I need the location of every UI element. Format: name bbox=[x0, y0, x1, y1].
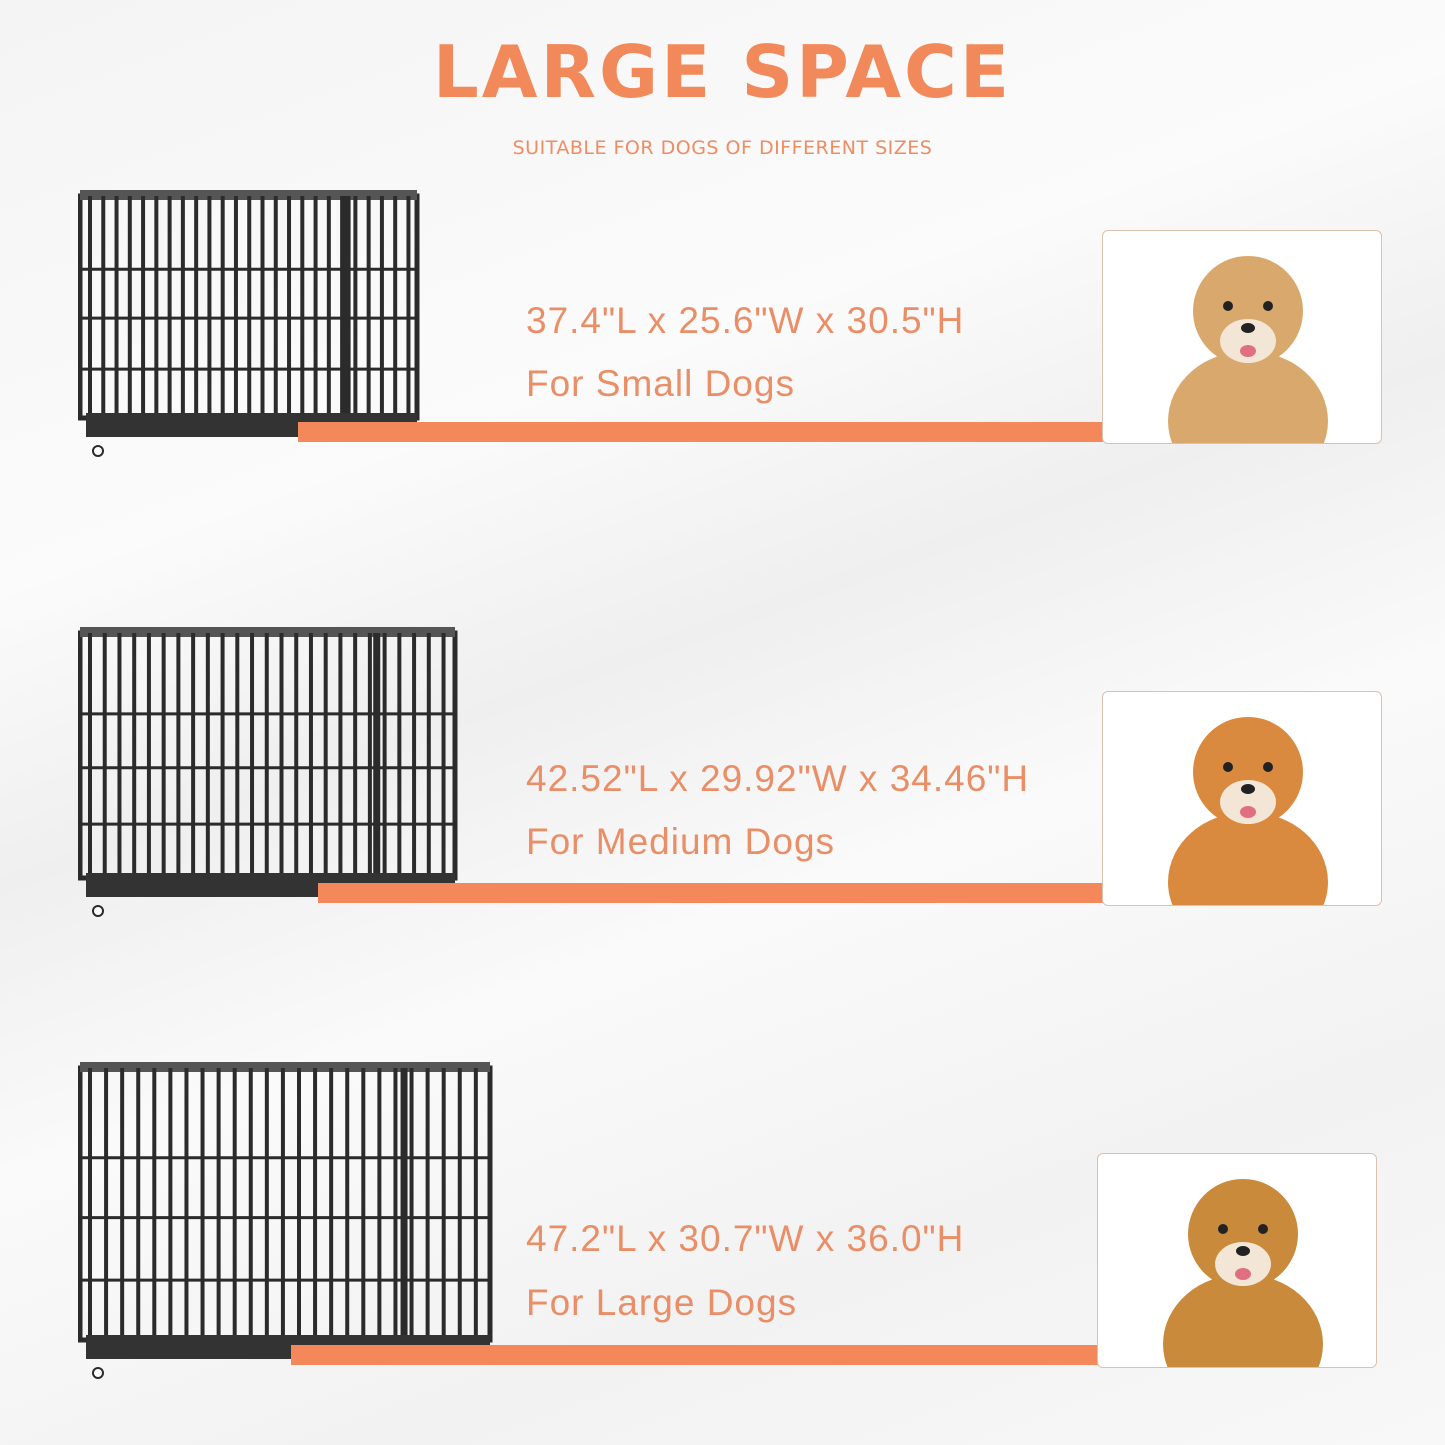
dimensions-medium: 42.52"L x 29.92"W x 34.46"H bbox=[526, 758, 1030, 799]
page-title: LARGE SPACE bbox=[432, 30, 1013, 114]
label-medium: For Medium Dogs bbox=[526, 821, 836, 862]
dog-photo-medium bbox=[1102, 691, 1382, 906]
accent-bar bbox=[291, 1345, 1098, 1365]
dimensions-large: 47.2"L x 30.7"W x 36.0"H bbox=[526, 1218, 965, 1259]
page-subtitle: SUITABLE FOR DOGS OF DIFFERENT SIZES bbox=[512, 137, 933, 159]
cage-medium-image bbox=[78, 627, 458, 917]
label-large: For Large Dogs bbox=[526, 1282, 798, 1323]
dimensions-small: 37.4"L x 25.6"W x 30.5"H bbox=[526, 300, 965, 341]
dog-photo-large bbox=[1097, 1153, 1377, 1368]
cage-large-image bbox=[78, 1062, 493, 1379]
label-small: For Small Dogs bbox=[526, 363, 795, 404]
dog-photo-small bbox=[1102, 230, 1382, 444]
accent-bar bbox=[318, 883, 1103, 903]
accent-bar bbox=[298, 422, 1103, 442]
cage-small-image bbox=[78, 190, 420, 457]
